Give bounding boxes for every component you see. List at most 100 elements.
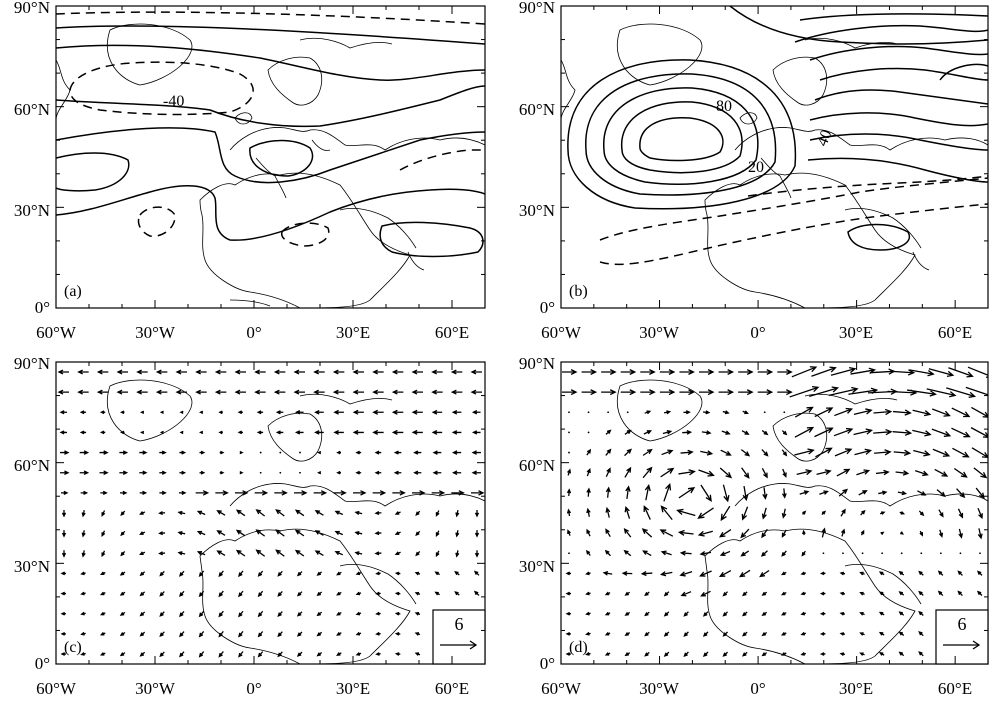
wind-vector: [740, 528, 750, 539]
wind-vector: [316, 631, 323, 637]
lon-tick-label: 60°W: [36, 679, 77, 698]
wind-vector: [299, 471, 301, 474]
wind-vector: [451, 430, 462, 435]
wind-vector: [391, 409, 404, 415]
wind-vector: [199, 450, 206, 455]
wind-vector: [605, 506, 611, 518]
wind-vector: [139, 490, 148, 495]
wind-vector: [568, 411, 570, 414]
wind-vector: [99, 470, 109, 476]
wind-vector: [683, 410, 691, 415]
wind-vector: [680, 449, 694, 456]
wind-vector: [738, 369, 754, 375]
wind-vector: [819, 591, 826, 596]
wind-vector: [624, 611, 631, 616]
panel-b-lat-labels: 90°N 60°N 30°N 0°: [519, 0, 555, 317]
lat-tick-label: 30°N: [519, 201, 555, 220]
wind-vector: [61, 510, 67, 518]
lon-tick-label: 60°E: [435, 323, 469, 342]
wind-vector: [336, 632, 342, 636]
wind-vector: [432, 470, 442, 475]
contour-label: -40: [163, 93, 184, 110]
wind-vector: [434, 591, 440, 596]
wind-vector: [431, 490, 446, 496]
wind-vector: [235, 509, 246, 517]
wind-vector: [198, 430, 204, 435]
wind-vector: [811, 366, 837, 377]
panel-c-lon-labels: 60°W 30°W 0° 30°E 60°E: [36, 679, 469, 698]
wind-vector: [336, 591, 342, 596]
wind-vector: [791, 366, 818, 378]
lon-tick-label: 60°W: [541, 679, 582, 698]
wind-vector: [640, 570, 653, 577]
wind-vector: [624, 505, 631, 519]
wind-vector: [411, 409, 423, 415]
wind-vector: [256, 430, 264, 435]
lon-tick-label: 0°: [246, 323, 261, 342]
wind-vector: [663, 631, 670, 637]
wind-vector: [780, 571, 787, 576]
wind-vector: [254, 369, 266, 375]
lon-tick-label: 30°W: [639, 679, 680, 698]
wind-vector: [474, 530, 480, 538]
wind-vector: [234, 369, 246, 375]
wind-vector: [218, 651, 224, 658]
wind-vector: [450, 369, 463, 375]
wind-vector: [840, 508, 846, 517]
wind-vector: [455, 550, 460, 558]
wind-vector: [159, 591, 165, 597]
wind-vector: [680, 591, 692, 597]
wind-vector: [255, 549, 266, 557]
wind-vector: [81, 550, 86, 558]
wind-vector: [317, 450, 322, 455]
wind-vector: [586, 507, 591, 517]
wind-vector: [431, 429, 443, 435]
wind-vector: [80, 490, 89, 495]
lon-tick-label: 60°W: [541, 323, 582, 342]
wind-vector: [139, 511, 146, 515]
wind-vector: [841, 528, 846, 537]
wind-vector: [336, 652, 342, 656]
wind-vector: [839, 632, 846, 636]
wind-vector: [139, 470, 148, 475]
panel-b-map: 80 40 20 (b): [561, 6, 988, 308]
wind-vector: [878, 651, 885, 656]
wind-vector: [372, 429, 384, 435]
wind-vector: [918, 590, 924, 596]
wind-vector: [294, 529, 305, 537]
contour-label: 80: [716, 98, 732, 115]
wind-vector: [741, 611, 748, 617]
wind-vector: [936, 489, 946, 498]
wind-vector: [336, 470, 341, 475]
wind-vector: [414, 612, 421, 616]
wind-vector: [294, 549, 305, 557]
wind-vector: [414, 571, 421, 576]
wind-vector: [934, 468, 949, 477]
wind-vector: [761, 467, 768, 479]
wind-vector: [848, 387, 879, 395]
wind-vector: [819, 611, 826, 616]
wind-vector: [967, 366, 988, 378]
wind-vector: [757, 389, 774, 396]
wind-vector: [431, 409, 443, 415]
lat-tick-label: 90°N: [519, 0, 555, 17]
wind-vector: [782, 468, 787, 478]
wind-vector: [562, 369, 578, 375]
wind-vector: [623, 527, 632, 538]
wind-vector: [604, 611, 611, 616]
wind-vector: [372, 490, 387, 496]
wind-vector: [455, 530, 460, 538]
wind-vector: [336, 571, 342, 576]
panel-a: -40 (a) 90°N 60°N 30°N 0° 60°W 30°W 0° 3…: [14, 0, 486, 342]
wind-vector: [99, 571, 106, 576]
wind-vector: [762, 487, 768, 500]
wind-vector: [800, 611, 807, 616]
wind-vector: [976, 570, 983, 576]
wind-vector: [897, 490, 908, 496]
wind-vector: [473, 570, 480, 576]
wind-vector: [781, 430, 788, 436]
wind-vector: [920, 552, 923, 555]
wind-vector: [780, 631, 787, 636]
wind-vector: [296, 611, 303, 617]
